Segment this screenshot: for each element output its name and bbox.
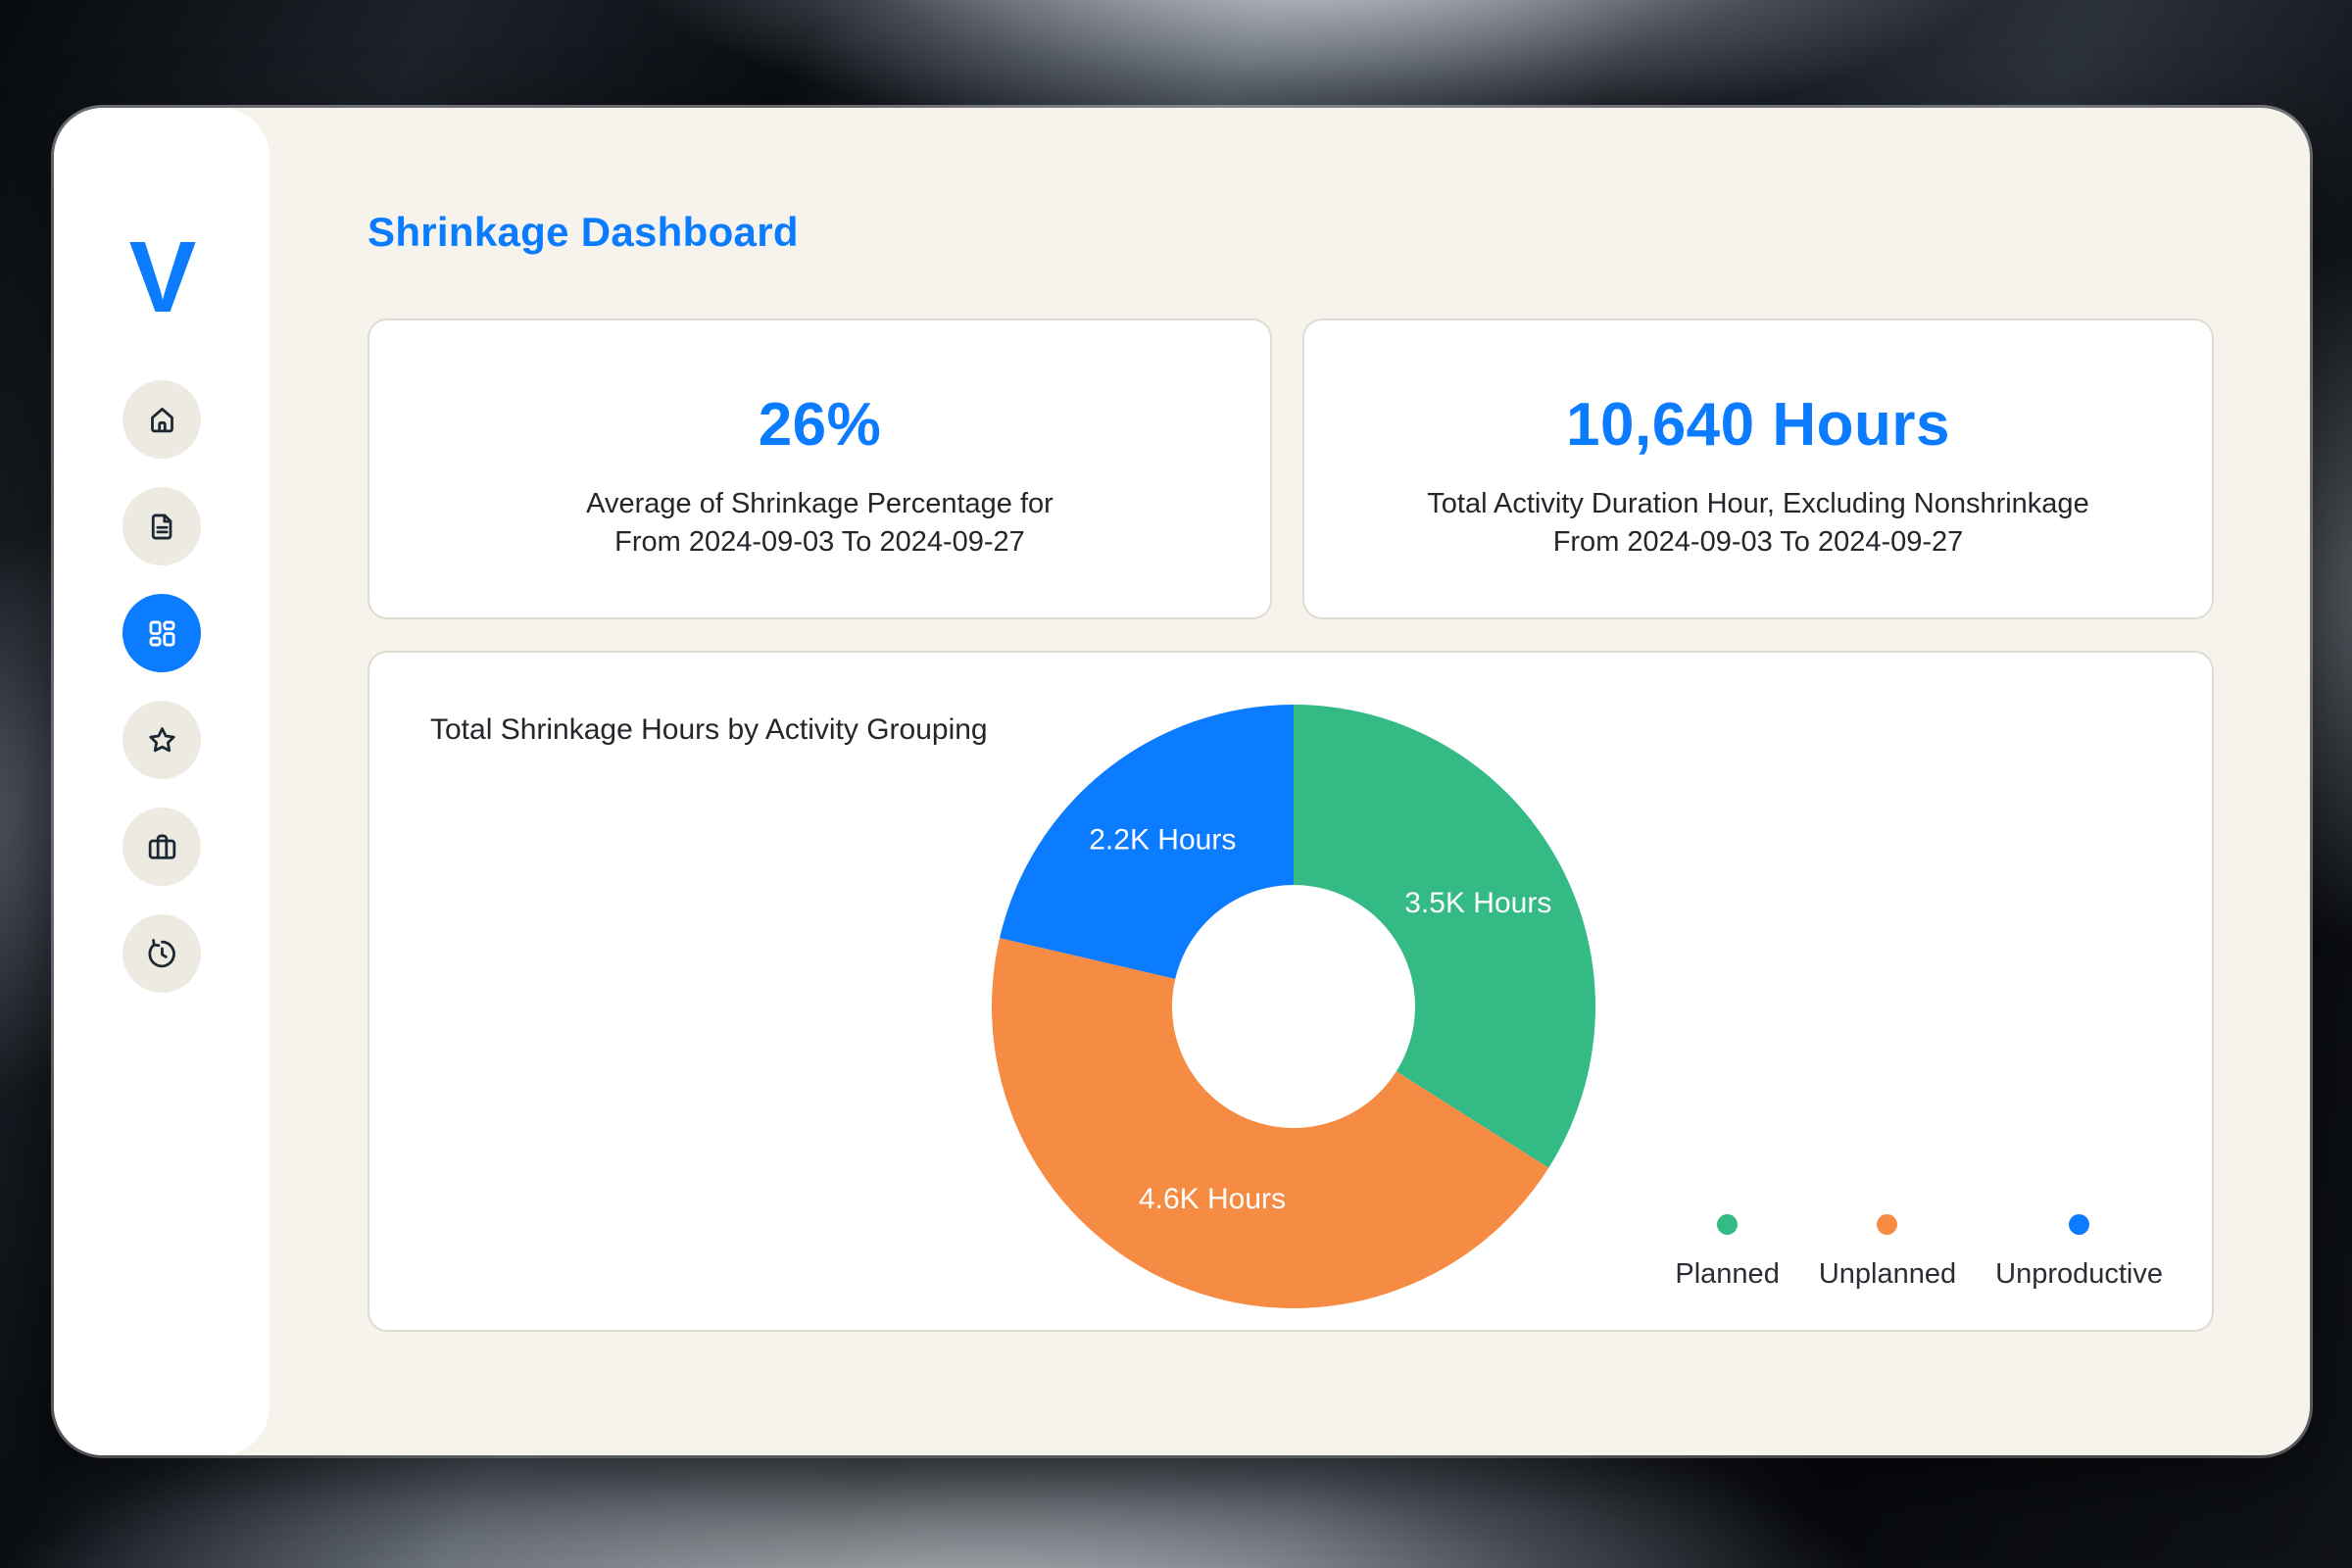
donut-label-planned: 3.5K Hours [1404, 887, 1551, 919]
legend-label-unproductive: Unproductive [1995, 1258, 2163, 1290]
sidebar-item-home[interactable] [122, 380, 201, 459]
legend-item-unproductive: Unproductive [1995, 1214, 2163, 1291]
stat-description-line1: Average of Shrinkage Percentage for [586, 488, 1054, 519]
donut-chart: 3.5K Hours 4.6K Hours 2.2K Hours [991, 705, 1595, 1309]
home-icon [144, 402, 180, 438]
chart-card: Total Shrinkage Hours by Activity Groupi… [368, 651, 2214, 1332]
star-icon [144, 722, 180, 759]
donut-segment-planned[interactable] [1294, 705, 1595, 1168]
stat-description-line2: From 2024-09-03 To 2024-09-27 [1552, 526, 1964, 558]
app-window: V Shrinkage Dashboard 26% Average of Shr… [54, 108, 2310, 1455]
legend-item-planned: Planned [1675, 1214, 1780, 1291]
legend-dot-unplanned [1877, 1214, 1898, 1235]
legend-item-unplanned: Unplanned [1819, 1214, 1956, 1291]
briefcase-icon [144, 829, 180, 865]
sidebar: V [54, 108, 270, 1455]
legend-dot-unproductive [2069, 1214, 2090, 1235]
page-title: Shrinkage Dashboard [368, 209, 799, 255]
donut-label-unplanned: 4.6K Hours [1139, 1183, 1286, 1215]
chart-title: Total Shrinkage Hours by Activity Groupi… [430, 713, 988, 746]
sidebar-item-briefcase[interactable] [122, 808, 201, 886]
sidebar-item-document[interactable] [122, 487, 201, 565]
donut-segment-unproductive[interactable] [1000, 705, 1294, 979]
stat-description: Average of Shrinkage Percentage for From… [586, 485, 1054, 562]
history-icon [144, 936, 180, 972]
donut-segment-unplanned[interactable] [991, 938, 1549, 1309]
chart-legend: Planned Unplanned Unproductive [1675, 1214, 2163, 1291]
stat-description-line1: Total Activity Duration Hour, Excluding … [1427, 488, 2089, 519]
legend-label-planned: Planned [1675, 1258, 1780, 1290]
donut-label-unproductive: 2.2K Hours [1089, 824, 1236, 857]
legend-dot-planned [1717, 1214, 1739, 1235]
stat-value-shrinkage-percentage: 26% [758, 391, 882, 459]
stat-card-total-activity-hours: 10,640 Hours Total Activity Duration Hou… [1302, 318, 2214, 619]
stat-description-line2: From 2024-09-03 To 2024-09-27 [614, 526, 1025, 558]
legend-label-unplanned: Unplanned [1818, 1258, 1957, 1290]
stat-card-shrinkage-percentage: 26% Average of Shrinkage Percentage for … [368, 318, 1272, 619]
document-icon [144, 509, 180, 545]
sidebar-item-star[interactable] [122, 701, 201, 779]
stat-description: Total Activity Duration Hour, Excluding … [1427, 485, 2088, 562]
sidebar-nav [54, 380, 270, 993]
sidebar-item-dashboard[interactable] [122, 594, 201, 672]
brand-logo: V [128, 220, 197, 333]
sidebar-item-history[interactable] [122, 914, 201, 993]
stat-value-total-activity-hours: 10,640 Hours [1566, 391, 1950, 459]
dashboard-grid-icon [144, 615, 180, 652]
